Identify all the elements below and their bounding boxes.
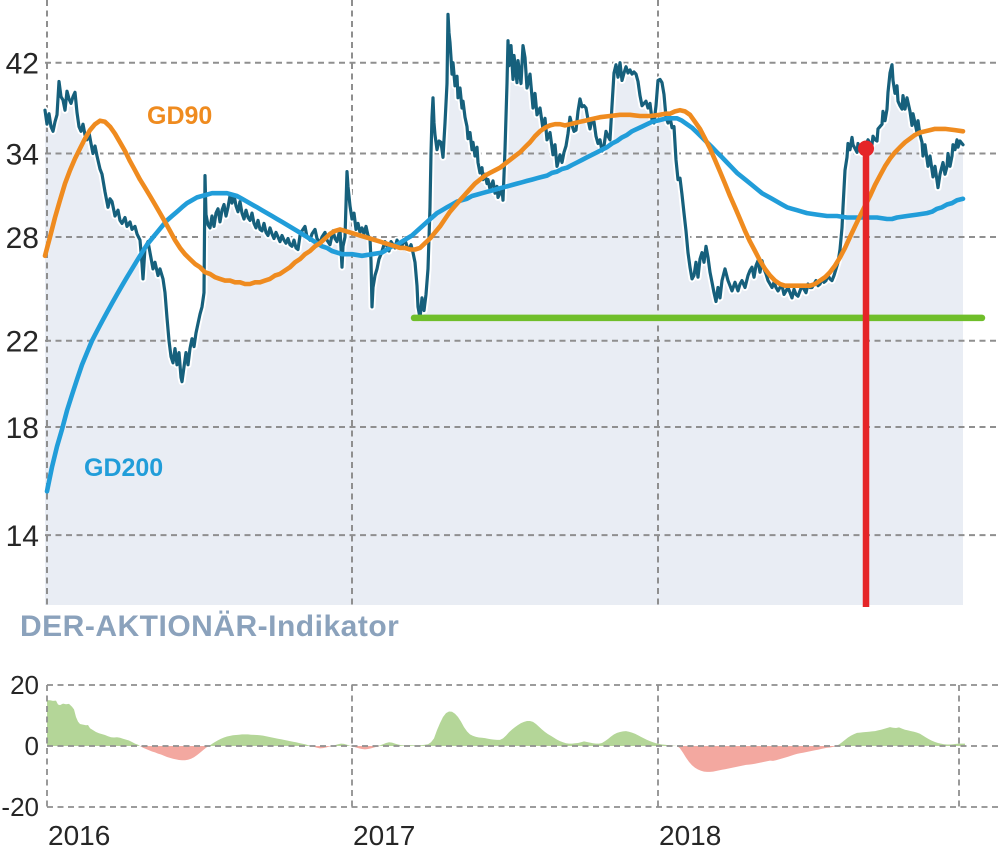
gd90-series-label: GD90 bbox=[147, 102, 213, 130]
gd200-line bbox=[44, 116, 966, 494]
ind-ytick-0: 0 bbox=[25, 731, 39, 761]
indicator-positive-area bbox=[47, 700, 965, 746]
main-ytick-22: 22 bbox=[6, 326, 39, 359]
ind-ytick--20: -20 bbox=[1, 792, 39, 822]
ind-ytick-20: 20 bbox=[10, 670, 39, 700]
price-area-fill bbox=[45, 14, 963, 606]
main-ytick-42: 42 bbox=[6, 48, 39, 81]
gd90-line bbox=[42, 107, 966, 288]
main-ytick-14: 14 bbox=[6, 520, 39, 553]
main-ytick-28: 28 bbox=[6, 222, 39, 255]
gd200-series-label: GD200 bbox=[84, 454, 164, 482]
main-ytick-18: 18 bbox=[6, 412, 39, 445]
marker-dot bbox=[858, 140, 874, 157]
xtick-2017: 2017 bbox=[353, 820, 415, 848]
main-ytick-34: 34 bbox=[6, 139, 39, 172]
xtick-2016: 2016 bbox=[48, 820, 110, 848]
indicator-negative-area bbox=[47, 746, 965, 772]
indicator-panel-title: DER-AKTIONÄR-Indikator bbox=[20, 610, 400, 643]
xtick-2018: 2018 bbox=[659, 820, 721, 848]
